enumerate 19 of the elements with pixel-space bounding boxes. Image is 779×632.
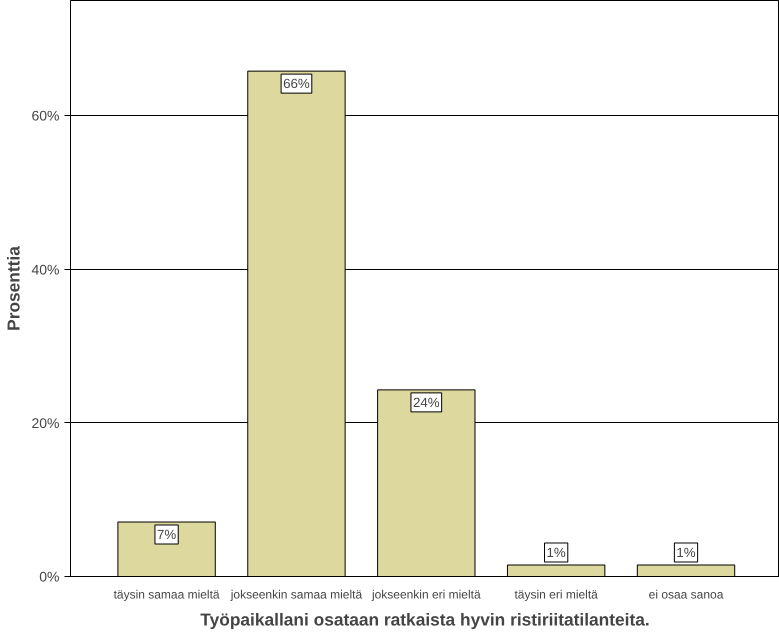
y-tick-label: 0% bbox=[39, 568, 60, 584]
bar bbox=[636, 564, 736, 576]
x-tick-label: täysin eri mieltä bbox=[514, 588, 598, 602]
y-tick-label: 60% bbox=[31, 108, 60, 124]
bar bbox=[117, 521, 216, 576]
data-label: 66% bbox=[283, 76, 310, 92]
data-label: 1% bbox=[676, 544, 696, 560]
y-tick-label: 20% bbox=[31, 414, 60, 431]
y-tick-label: 40% bbox=[31, 261, 60, 278]
x-tick-label: täysin samaa mieltä bbox=[114, 588, 220, 602]
data-label: 7% bbox=[156, 526, 176, 542]
x-tick-label: jokseenkin samaa mieltä bbox=[230, 588, 362, 602]
data-label: 1% bbox=[546, 544, 566, 560]
x-tick-label: ei osaa sanoa bbox=[648, 588, 724, 602]
x-tick-label: jokseenkin eri mieltä bbox=[370, 588, 481, 602]
x-axis-title: Työpaikallani osataan ratkaista hyvin ristiriitatilanteita. bbox=[200, 610, 650, 630]
bar bbox=[506, 564, 606, 576]
y-axis-title: Prosenttia bbox=[3, 246, 24, 331]
data-label: 24% bbox=[412, 394, 440, 410]
